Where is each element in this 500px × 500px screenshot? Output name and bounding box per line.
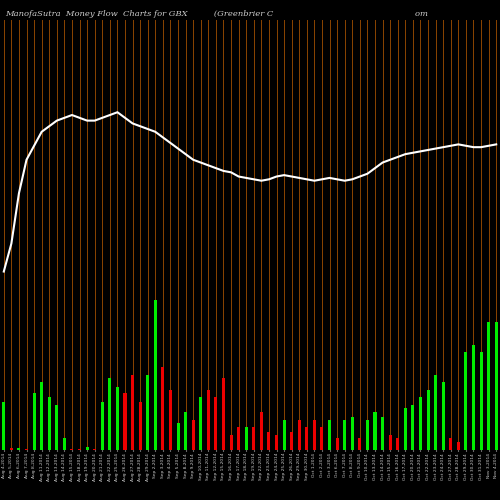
Bar	[154, 300, 157, 450]
Bar	[108, 378, 112, 450]
Bar	[184, 412, 187, 450]
Bar	[244, 428, 248, 450]
Bar	[192, 420, 194, 450]
Bar	[268, 432, 270, 450]
Bar	[101, 402, 104, 450]
Bar	[230, 435, 232, 450]
Bar	[290, 432, 293, 450]
Bar	[275, 435, 278, 450]
Bar	[282, 420, 286, 450]
Bar	[374, 412, 376, 450]
Bar	[381, 417, 384, 450]
Bar	[434, 375, 437, 450]
Bar	[237, 428, 240, 450]
Bar	[306, 428, 308, 450]
Bar	[124, 393, 126, 450]
Bar	[138, 402, 141, 450]
Bar	[320, 428, 324, 450]
Bar	[472, 344, 475, 450]
Bar	[457, 442, 460, 450]
Bar	[63, 438, 66, 450]
Bar	[449, 438, 452, 450]
Bar	[480, 352, 482, 450]
Bar	[48, 398, 51, 450]
Bar	[199, 398, 202, 450]
Bar	[214, 398, 218, 450]
Bar	[116, 387, 119, 450]
Bar	[260, 412, 263, 450]
Bar	[351, 417, 354, 450]
Bar	[313, 420, 316, 450]
Bar	[86, 447, 88, 450]
Bar	[343, 420, 346, 450]
Bar	[328, 420, 331, 450]
Bar	[358, 438, 362, 450]
Bar	[388, 435, 392, 450]
Bar	[176, 423, 180, 450]
Bar	[25, 449, 28, 450]
Bar	[404, 408, 407, 450]
Bar	[93, 449, 96, 450]
Bar	[252, 428, 256, 450]
Bar	[222, 378, 225, 450]
Bar	[2, 402, 6, 450]
Bar	[169, 390, 172, 450]
Bar	[442, 382, 444, 450]
Bar	[10, 448, 13, 450]
Bar	[70, 449, 74, 450]
Bar	[18, 448, 20, 450]
Bar	[412, 405, 414, 450]
Bar	[298, 420, 301, 450]
Bar	[56, 405, 58, 450]
Bar	[426, 390, 430, 450]
Bar	[396, 438, 399, 450]
Bar	[40, 382, 43, 450]
Text: ManofaSutra  Money Flow  Charts for GBX          (Greenbrier C                  : ManofaSutra Money Flow Charts for GBX (G…	[5, 10, 428, 18]
Bar	[336, 438, 338, 450]
Bar	[146, 375, 149, 450]
Bar	[464, 352, 468, 450]
Bar	[207, 390, 210, 450]
Bar	[32, 393, 35, 450]
Bar	[494, 322, 498, 450]
Bar	[366, 420, 369, 450]
Bar	[78, 449, 81, 450]
Bar	[487, 322, 490, 450]
Bar	[131, 375, 134, 450]
Bar	[162, 367, 164, 450]
Bar	[419, 398, 422, 450]
